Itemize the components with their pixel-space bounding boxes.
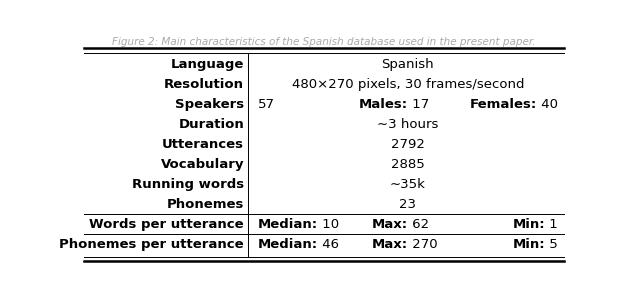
Text: Speakers: Speakers [175, 98, 244, 111]
Text: Resolution: Resolution [164, 78, 244, 91]
Text: Spanish: Spanish [382, 58, 434, 71]
Text: 40: 40 [537, 98, 557, 111]
Text: Median:: Median: [258, 238, 319, 251]
Text: Language: Language [171, 58, 244, 71]
Text: Running words: Running words [132, 178, 244, 191]
Text: Utterances: Utterances [162, 138, 244, 151]
Text: Max:: Max: [372, 218, 408, 231]
Text: 23: 23 [399, 198, 416, 211]
Text: 62: 62 [408, 218, 429, 231]
Text: Duration: Duration [178, 118, 244, 131]
Text: 57: 57 [258, 98, 275, 111]
Text: 5: 5 [545, 238, 557, 251]
Text: 17: 17 [408, 98, 429, 111]
Text: 270: 270 [408, 238, 437, 251]
Text: Max:: Max: [372, 238, 408, 251]
Text: 2792: 2792 [391, 138, 425, 151]
Text: 480×270 pixels, 30 frames/second: 480×270 pixels, 30 frames/second [291, 78, 524, 91]
Text: Females:: Females: [470, 98, 537, 111]
Text: Min:: Min: [513, 238, 545, 251]
Text: Males:: Males: [359, 98, 408, 111]
Text: Min:: Min: [513, 218, 545, 231]
Text: Vocabulary: Vocabulary [161, 158, 244, 171]
Text: 2885: 2885 [391, 158, 425, 171]
Text: ∼3 hours: ∼3 hours [377, 118, 439, 131]
Text: 1: 1 [545, 218, 557, 231]
Text: ∼35k: ∼35k [390, 178, 426, 191]
Text: Median:: Median: [258, 218, 319, 231]
Text: Phonemes per utterance: Phonemes per utterance [59, 238, 244, 251]
Text: 10: 10 [319, 218, 339, 231]
Text: Phonemes: Phonemes [167, 198, 244, 211]
Text: Words per utterance: Words per utterance [90, 218, 244, 231]
Text: 46: 46 [319, 238, 339, 251]
Text: Figure 2: Main characteristics of the Spanish database used in the present paper: Figure 2: Main characteristics of the Sp… [112, 37, 535, 47]
